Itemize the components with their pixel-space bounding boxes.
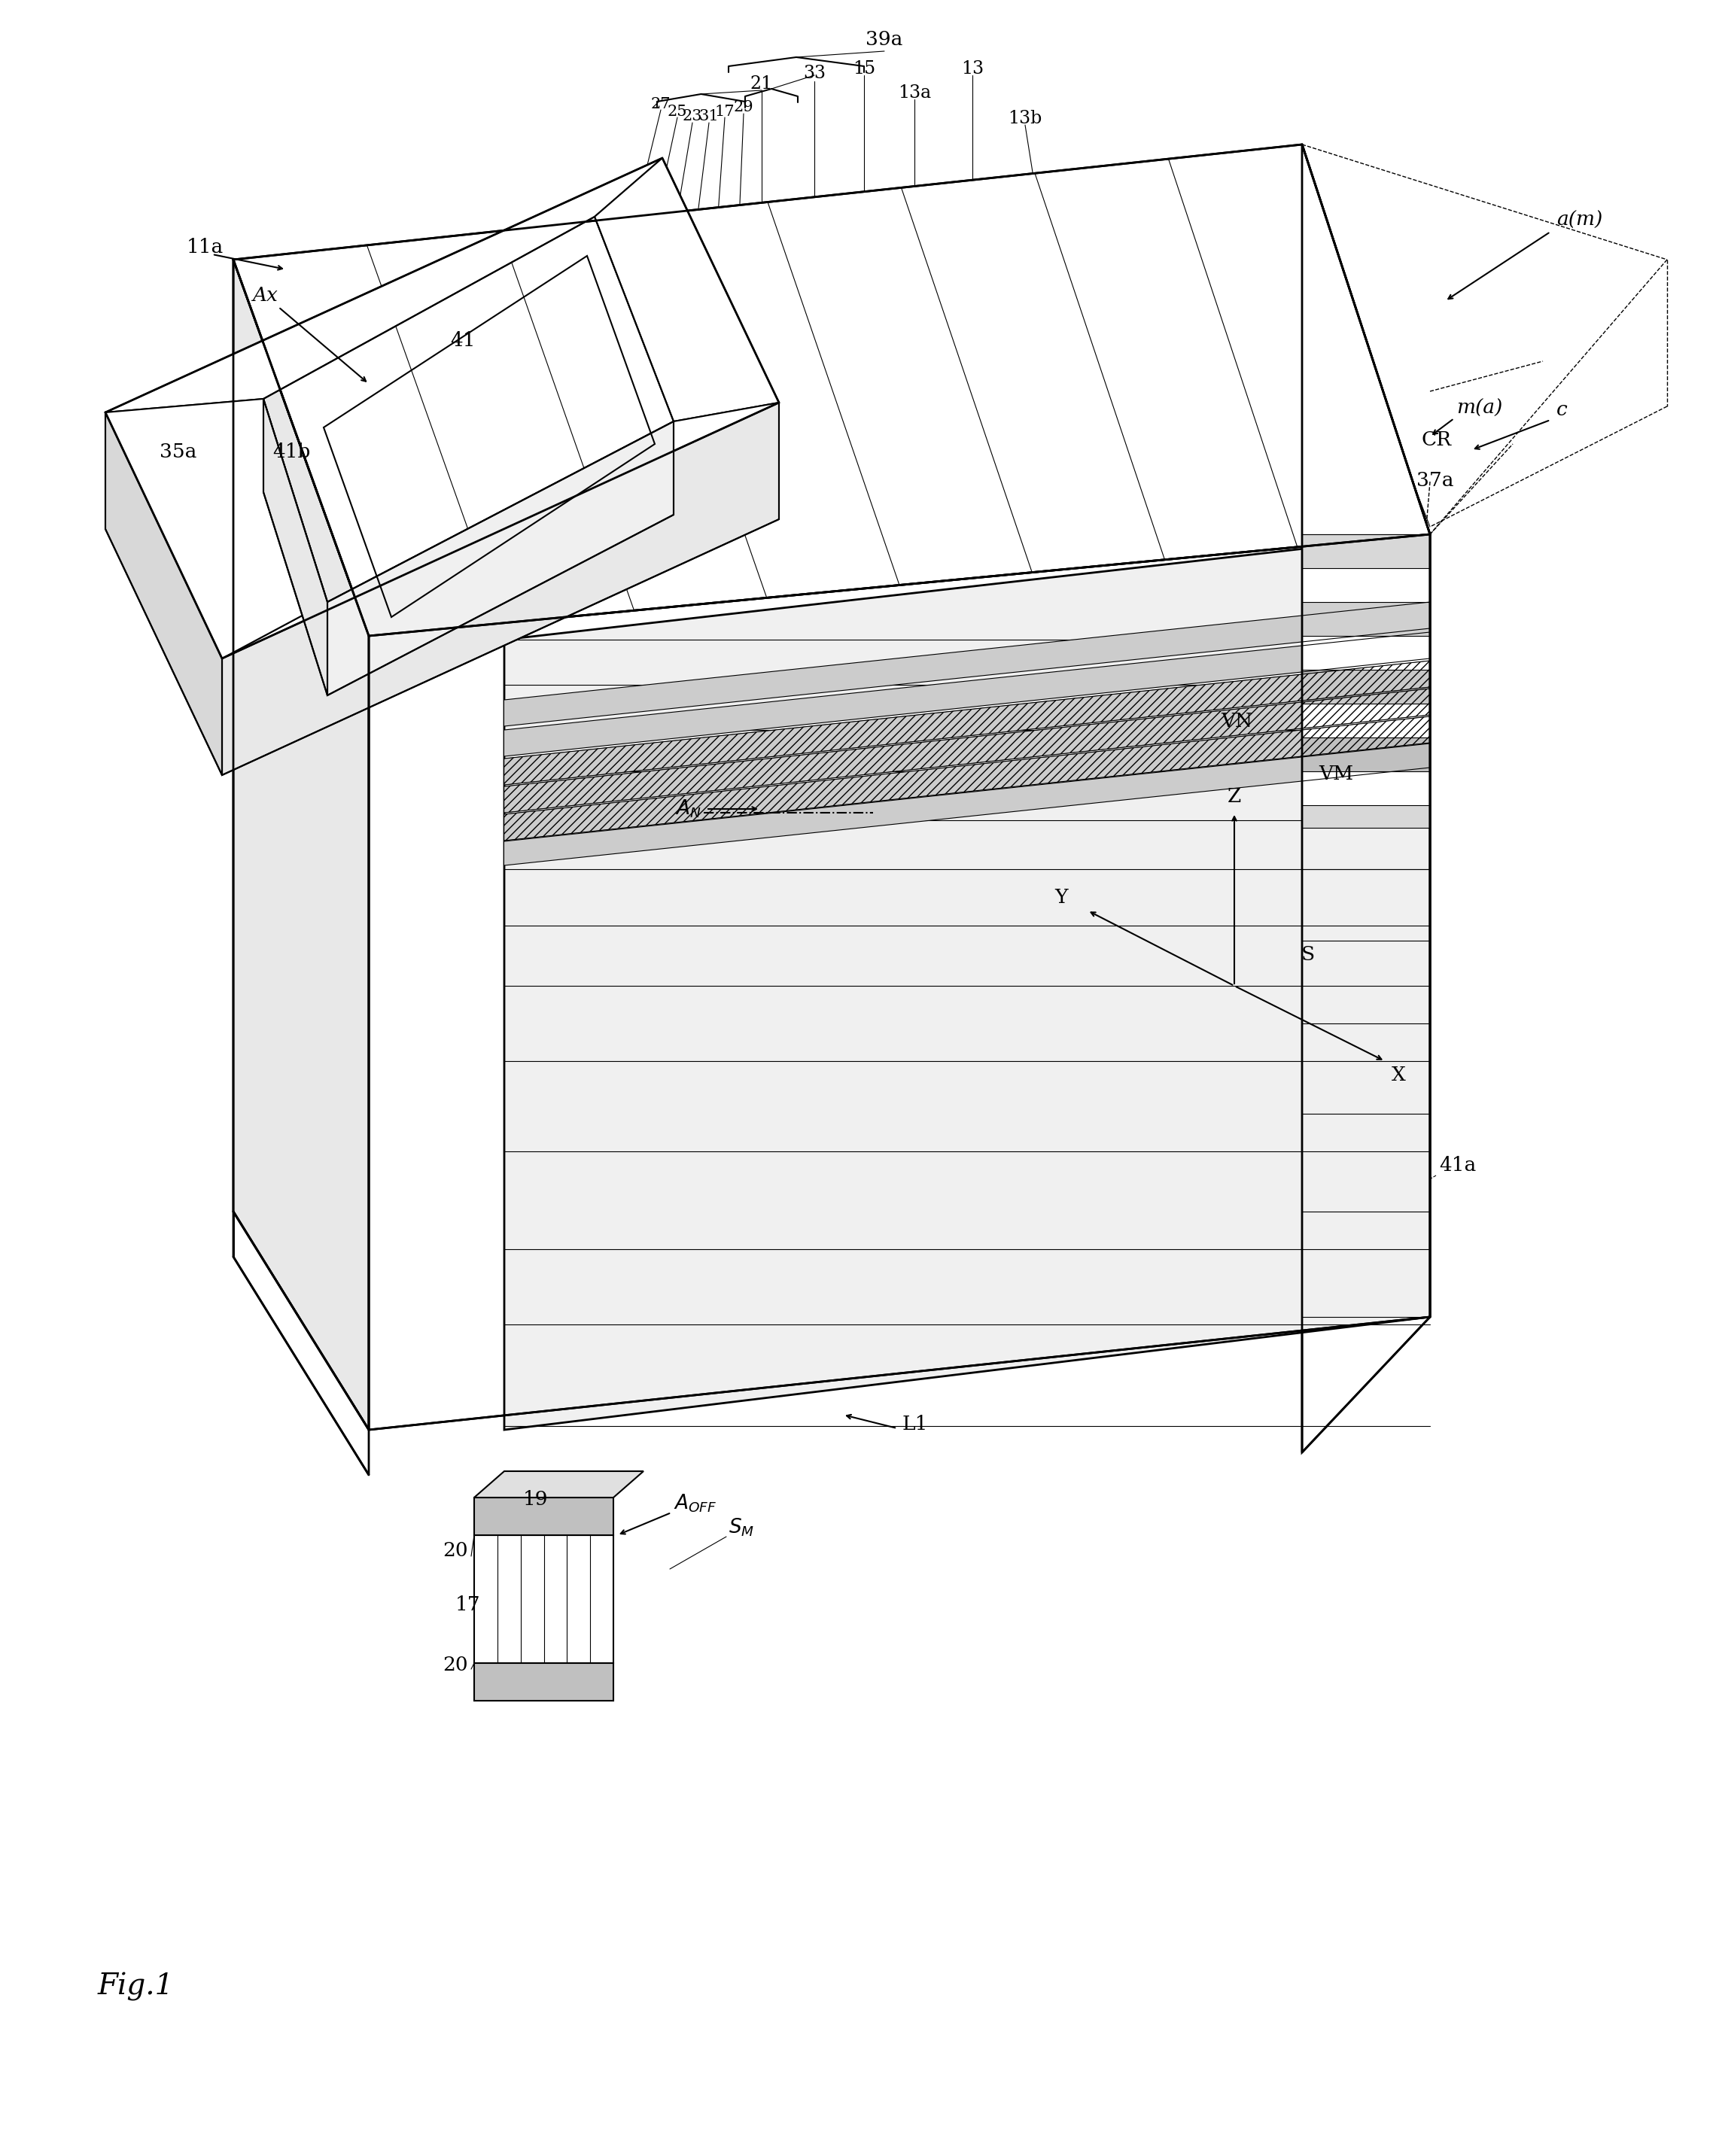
Polygon shape xyxy=(505,744,1429,865)
Polygon shape xyxy=(233,259,369,1429)
Text: 17: 17 xyxy=(716,103,734,119)
Text: 29: 29 xyxy=(733,101,753,114)
Text: 19: 19 xyxy=(523,1490,549,1509)
Text: m(a): m(a) xyxy=(1457,399,1503,418)
Polygon shape xyxy=(474,1535,613,1662)
Text: 17: 17 xyxy=(455,1595,480,1615)
Text: Ax: Ax xyxy=(252,285,278,304)
Polygon shape xyxy=(1302,772,1429,804)
Polygon shape xyxy=(474,1470,644,1498)
Text: Fig.1: Fig.1 xyxy=(98,1973,173,2001)
Polygon shape xyxy=(221,403,779,658)
Polygon shape xyxy=(1302,535,1429,569)
Text: 11a: 11a xyxy=(187,237,223,257)
Polygon shape xyxy=(233,144,1429,636)
Text: 35a: 35a xyxy=(160,442,197,461)
Polygon shape xyxy=(233,1212,369,1475)
Polygon shape xyxy=(1302,144,1429,1453)
Polygon shape xyxy=(105,412,221,776)
Text: VM: VM xyxy=(1318,763,1354,783)
Text: 39a: 39a xyxy=(867,30,903,50)
Polygon shape xyxy=(1302,804,1429,828)
Text: a(m): a(m) xyxy=(1556,211,1603,229)
Polygon shape xyxy=(1302,636,1429,671)
Text: 41a: 41a xyxy=(1440,1156,1476,1175)
Polygon shape xyxy=(1302,569,1429,602)
Polygon shape xyxy=(505,535,1429,1429)
Text: Z: Z xyxy=(1227,787,1241,806)
Polygon shape xyxy=(1302,737,1429,772)
Text: 23: 23 xyxy=(683,110,702,123)
Polygon shape xyxy=(594,157,779,420)
Text: 25: 25 xyxy=(668,103,688,119)
Text: 31: 31 xyxy=(698,110,719,123)
Polygon shape xyxy=(474,1662,613,1701)
Polygon shape xyxy=(505,688,1429,813)
Polygon shape xyxy=(1302,703,1429,737)
Text: 27: 27 xyxy=(650,97,671,110)
Text: CR: CR xyxy=(1421,431,1452,451)
Text: $A_{OFF}$: $A_{OFF}$ xyxy=(674,1492,717,1514)
Text: $S_M$: $S_M$ xyxy=(729,1518,755,1539)
Text: Y: Y xyxy=(1055,888,1067,908)
Text: 20: 20 xyxy=(443,1542,468,1559)
Polygon shape xyxy=(505,660,1429,785)
Polygon shape xyxy=(505,632,1429,757)
Polygon shape xyxy=(221,403,779,776)
Polygon shape xyxy=(505,602,1429,727)
Text: VN: VN xyxy=(1220,711,1253,731)
Text: 41: 41 xyxy=(450,330,475,349)
Polygon shape xyxy=(328,420,674,696)
Text: S: S xyxy=(1301,944,1314,964)
Text: 20: 20 xyxy=(443,1656,468,1673)
Text: 15: 15 xyxy=(853,60,875,78)
Polygon shape xyxy=(105,399,328,658)
Polygon shape xyxy=(1302,671,1429,703)
Text: 41b: 41b xyxy=(273,442,311,461)
Text: 21: 21 xyxy=(750,75,772,93)
Text: 13b: 13b xyxy=(1007,110,1042,127)
Text: X: X xyxy=(1392,1065,1405,1084)
Polygon shape xyxy=(1302,602,1429,636)
Text: $A_N$: $A_N$ xyxy=(676,798,702,819)
Polygon shape xyxy=(105,157,662,412)
Text: 37a: 37a xyxy=(1416,470,1453,489)
Text: L1: L1 xyxy=(901,1414,928,1434)
Text: 33: 33 xyxy=(803,65,825,82)
Polygon shape xyxy=(474,1498,613,1535)
Text: c: c xyxy=(1556,401,1567,420)
Text: 13a: 13a xyxy=(897,84,932,101)
Polygon shape xyxy=(264,399,328,696)
Text: 13: 13 xyxy=(961,60,983,78)
Polygon shape xyxy=(505,716,1429,841)
